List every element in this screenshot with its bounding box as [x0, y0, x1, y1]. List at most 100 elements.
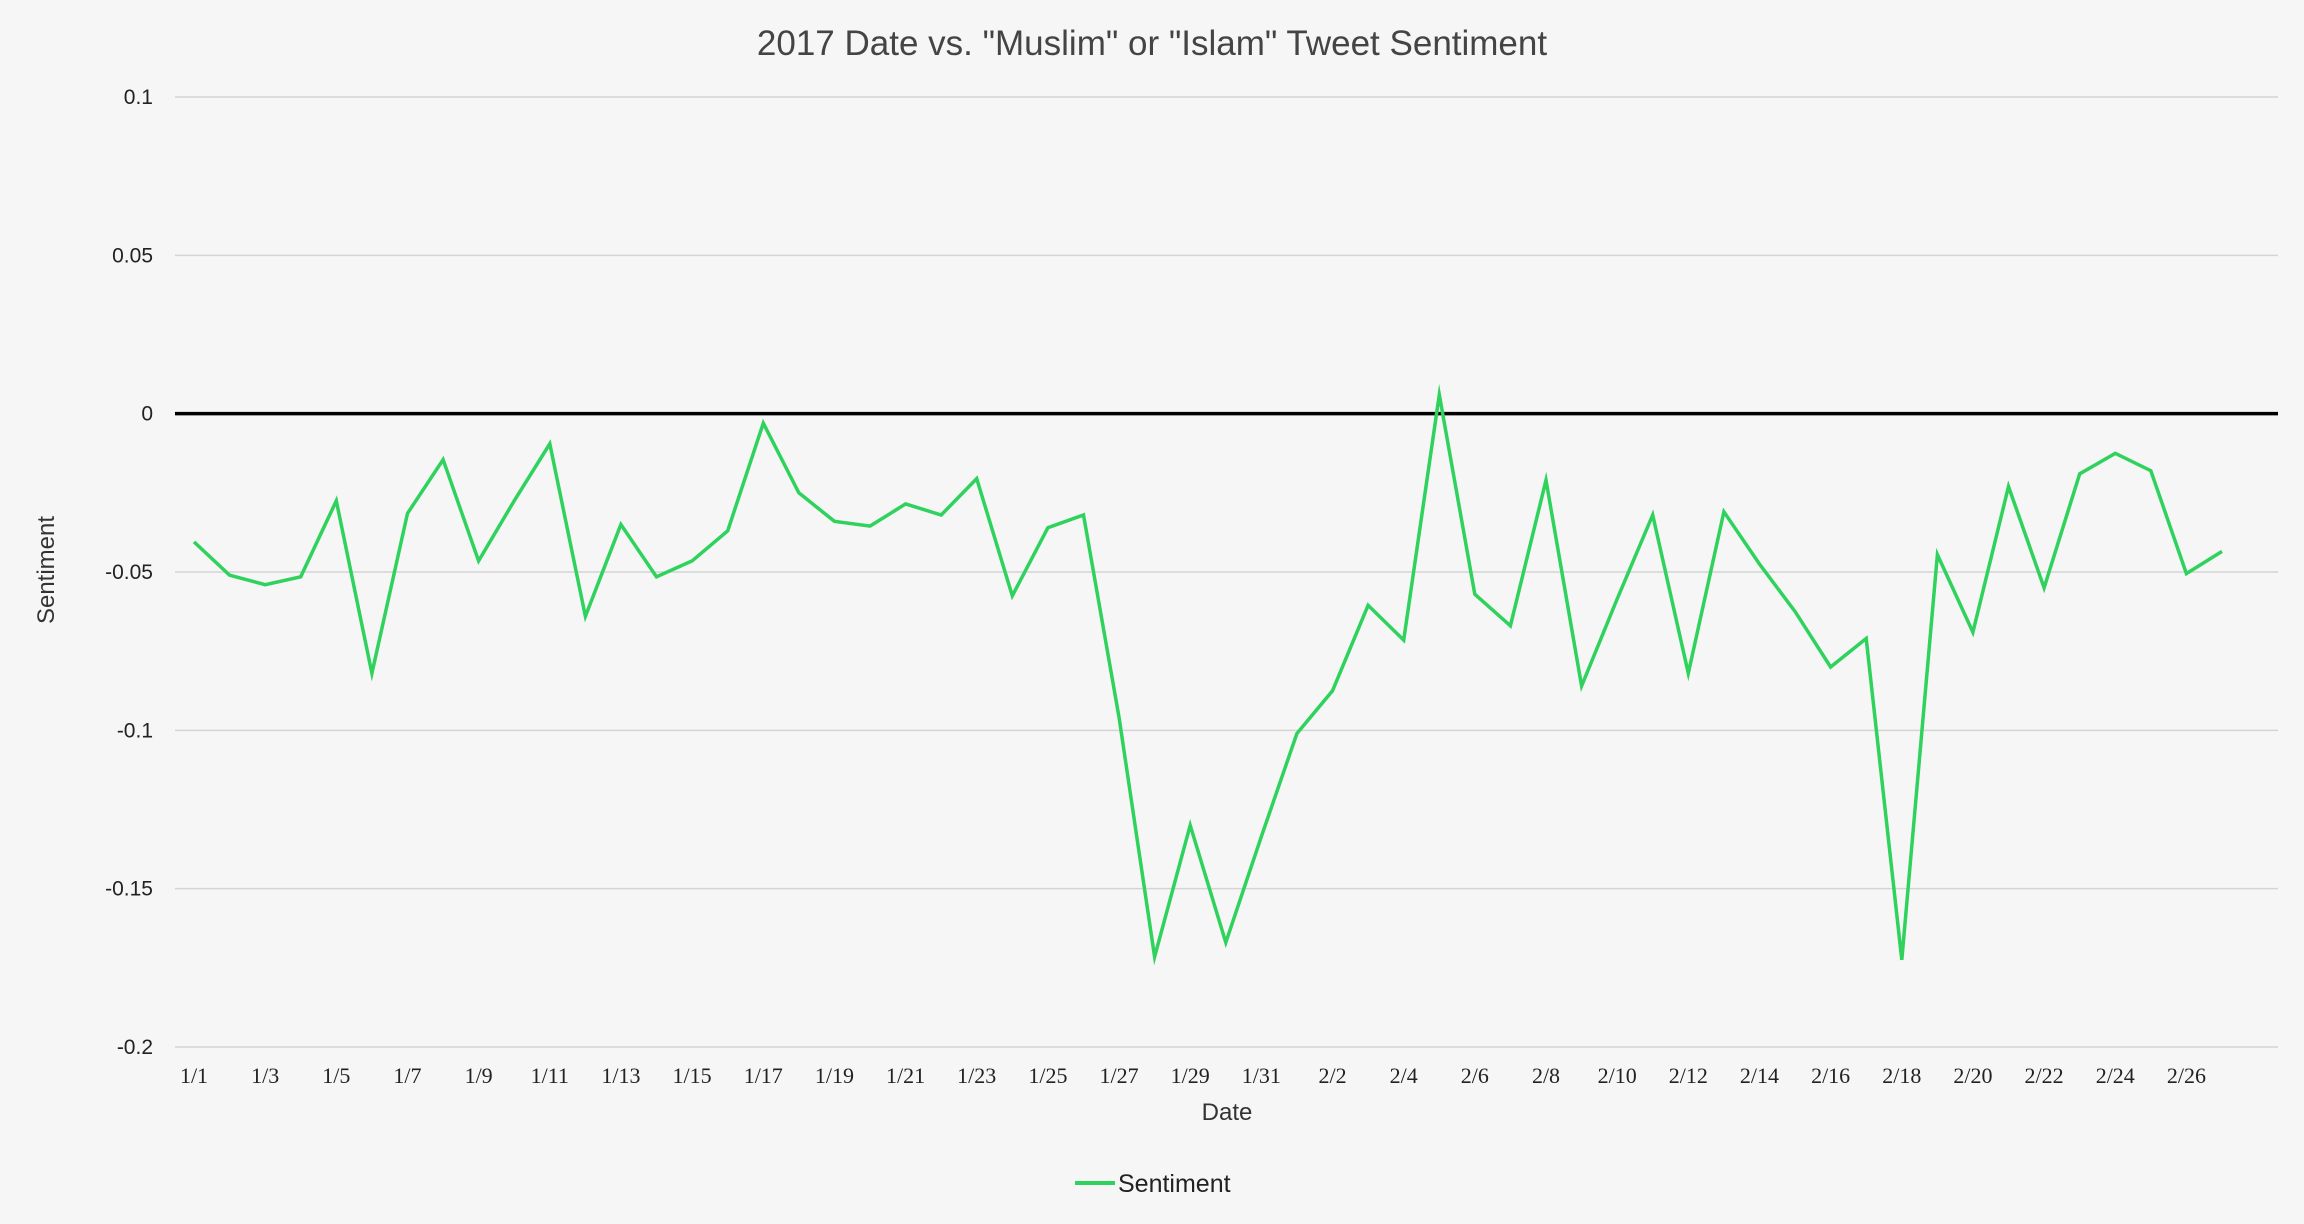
data-point	[1936, 553, 1939, 556]
data-point	[619, 523, 622, 526]
x-tick-label: 2/8	[1532, 1063, 1560, 1088]
data-point	[584, 615, 587, 618]
data-point	[406, 512, 409, 515]
data-point	[513, 499, 516, 502]
data-point	[904, 502, 907, 505]
series-layer	[192, 383, 2224, 966]
x-tick-label: 1/25	[1028, 1063, 1067, 1088]
x-tick-label: 1/19	[815, 1063, 854, 1088]
x-tick-label: 1/27	[1099, 1063, 1138, 1088]
series-line-sentiment	[192, 383, 2223, 966]
legend-label: Sentiment	[1118, 1170, 1231, 1198]
x-tick-label: 1/9	[465, 1063, 493, 1088]
data-point	[1865, 637, 1868, 640]
data-point	[1616, 597, 1619, 600]
x-tick-label: 1/21	[886, 1063, 925, 1088]
data-point	[1224, 941, 1227, 944]
data-point	[1580, 685, 1583, 688]
x-tick-label: 1/5	[322, 1063, 350, 1088]
data-point	[1900, 958, 1903, 961]
x-tick-label: 1/17	[744, 1063, 783, 1088]
data-point	[1046, 526, 1049, 529]
data-point	[2185, 572, 2188, 575]
data-point	[2043, 586, 2046, 589]
gridlines	[175, 96, 2278, 1048]
data-point	[726, 529, 729, 532]
x-tick-label: 1/11	[531, 1063, 569, 1088]
x-tick-label: 2/14	[1740, 1063, 1779, 1088]
data-point	[1082, 514, 1085, 517]
y-tick-label: -0.05	[105, 561, 153, 584]
x-tick-label: 2/16	[1811, 1063, 1850, 1088]
x-tick-label: 2/20	[1953, 1063, 1992, 1088]
data-point	[1153, 955, 1156, 958]
data-point	[833, 520, 836, 523]
y-tick-label: 0.05	[112, 244, 153, 267]
data-point	[193, 540, 196, 543]
data-point	[2078, 472, 2081, 475]
data-point	[442, 458, 445, 461]
data-point	[299, 575, 302, 578]
x-tick-label: 1/3	[251, 1063, 279, 1088]
data-point	[1438, 393, 1441, 396]
data-point	[940, 514, 943, 517]
y-tick-label: -0.1	[117, 719, 153, 742]
chart-title: 2017 Date vs. "Muslim" or "Islam" Tweet …	[757, 24, 1547, 63]
x-tick-label: 2/2	[1318, 1063, 1346, 1088]
x-tick-label: 2/6	[1461, 1063, 1489, 1088]
x-tick-label: 1/7	[393, 1063, 421, 1088]
data-point	[1758, 563, 1761, 566]
x-tick-label: 2/10	[1598, 1063, 1637, 1088]
data-point	[370, 672, 373, 675]
x-tick-label: 2/12	[1669, 1063, 1708, 1088]
legend: Sentiment	[1075, 1170, 1231, 1198]
x-tick-label: 1/31	[1242, 1063, 1281, 1088]
data-point	[1189, 824, 1192, 827]
data-point	[548, 442, 551, 445]
data-point	[1118, 716, 1121, 719]
y-tick-label: 0	[141, 403, 153, 426]
x-tick-label: 2/4	[1390, 1063, 1418, 1088]
data-point	[1011, 594, 1014, 597]
x-tick-label: 1/29	[1171, 1063, 1210, 1088]
data-point	[1829, 666, 1832, 669]
data-point	[655, 575, 658, 578]
data-point	[1473, 593, 1476, 596]
data-point	[228, 574, 231, 577]
x-axis-ticks: 1/1 1/3 1/5 1/7 1/9 1/11 1/13 1/15 1/17 1/19 1/21 1…	[180, 1063, 2206, 1088]
data-point	[264, 583, 267, 586]
data-point	[1331, 689, 1334, 692]
data-point	[1295, 732, 1298, 735]
data-point	[335, 499, 338, 502]
y-tick-label: 0.1	[124, 86, 153, 109]
x-tick-label: 1/1	[180, 1063, 208, 1088]
data-point	[1687, 672, 1690, 675]
x-axis-label: Date	[1202, 1099, 1253, 1126]
x-tick-label: 2/26	[2167, 1063, 2206, 1088]
data-point	[1509, 624, 1512, 627]
y-axis-ticks: 0.1 0.05 0 -0.05 -0.1 -0.15 -0.2	[105, 86, 153, 1059]
data-point	[2007, 485, 2010, 488]
x-tick-label: 2/24	[2096, 1063, 2135, 1088]
y-tick-label: -0.15	[105, 878, 153, 901]
data-point	[1367, 604, 1370, 607]
data-point	[762, 422, 765, 425]
data-point	[1651, 514, 1654, 517]
data-point	[1722, 510, 1725, 513]
data-point	[2114, 452, 2117, 455]
x-tick-label: 2/22	[2025, 1063, 2064, 1088]
x-tick-label: 1/23	[957, 1063, 996, 1088]
data-point	[2149, 469, 2152, 472]
data-point	[2221, 550, 2224, 553]
y-tick-label: -0.2	[117, 1036, 153, 1059]
data-point	[1794, 610, 1797, 613]
x-tick-label: 1/13	[601, 1063, 640, 1088]
data-point	[477, 559, 480, 562]
data-point	[1545, 479, 1548, 482]
y-axis-label: Sentiment	[33, 516, 60, 624]
x-tick-label: 1/15	[673, 1063, 712, 1088]
data-point	[797, 491, 800, 494]
